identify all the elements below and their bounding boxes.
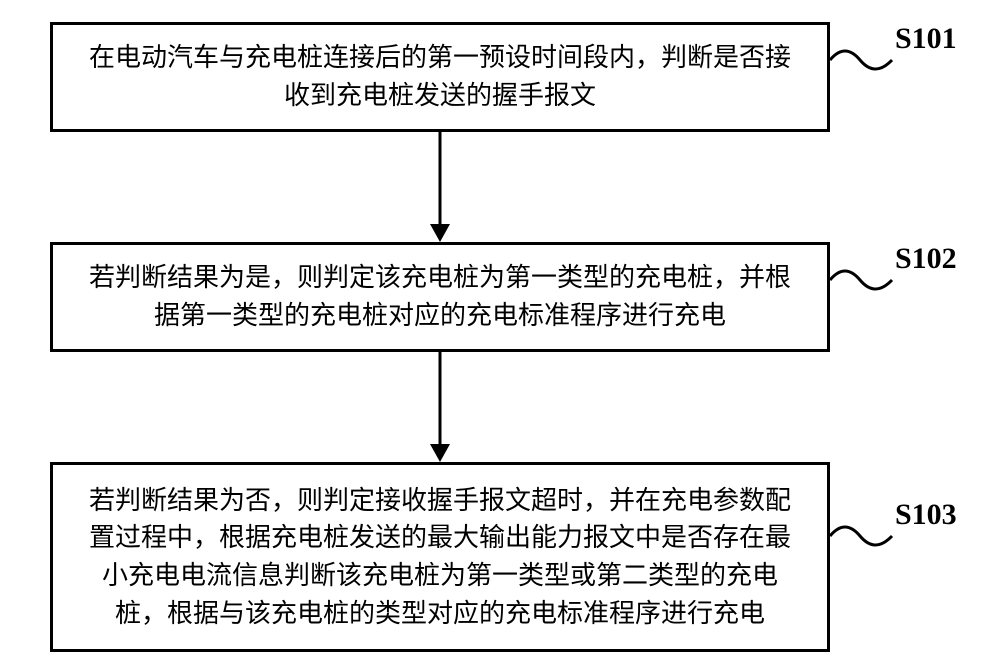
- flowchart-step-s103: 若判断结果为否，则判定接收握手报文超时，并在充电参数配 置过程中，根据充电桩发送…: [50, 462, 830, 652]
- connector-squiggle-s101: [830, 40, 895, 82]
- step-text: 若判断结果为是，则判定该充电桩为第一类型的充电桩，并根 据第一类型的充电桩对应的…: [89, 259, 791, 334]
- arrow-head-1: [430, 224, 450, 242]
- arrow-line-2: [439, 352, 442, 444]
- connector-squiggle-s102: [830, 260, 895, 302]
- step-text: 在电动汽车与充电桩连接后的第一预设时间段内，判断是否接 收到充电桩发送的握手报文: [89, 39, 791, 114]
- arrow-line-1: [439, 132, 442, 224]
- flowchart-step-s101: 在电动汽车与充电桩连接后的第一预设时间段内，判断是否接 收到充电桩发送的握手报文: [50, 22, 830, 132]
- step-text: 若判断结果为否，则判定接收握手报文超时，并在充电参数配 置过程中，根据充电桩发送…: [89, 482, 791, 633]
- step-label-s102: S102: [895, 242, 957, 276]
- connector-squiggle-s103: [830, 516, 895, 558]
- flowchart-step-s102: 若判断结果为是，则判定该充电桩为第一类型的充电桩，并根 据第一类型的充电桩对应的…: [50, 242, 830, 352]
- step-label-s103: S103: [895, 498, 957, 532]
- arrow-head-2: [430, 444, 450, 462]
- step-label-s101: S101: [895, 22, 957, 56]
